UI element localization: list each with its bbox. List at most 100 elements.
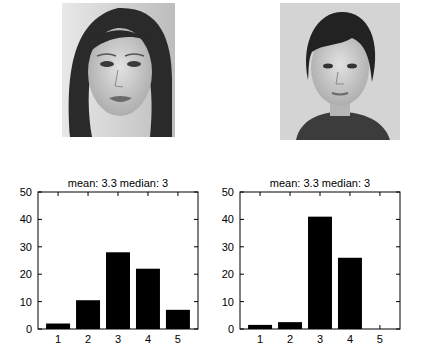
x-tick-label: 4	[145, 333, 151, 345]
y-tick	[38, 301, 42, 302]
x-tick-label: 1	[55, 333, 61, 345]
y-tick	[240, 219, 244, 220]
y-tick-label: 20	[222, 268, 234, 280]
hair	[69, 8, 172, 137]
y-tick-label: 0	[228, 323, 234, 335]
x-tick	[177, 325, 178, 329]
y-tick	[194, 301, 198, 302]
eye	[347, 64, 357, 69]
x-tick-label: 3	[115, 333, 121, 345]
x-tick	[379, 192, 380, 196]
x-tick	[58, 325, 59, 329]
y-tick	[396, 219, 400, 220]
y-tick	[240, 246, 244, 247]
y-tick	[38, 219, 42, 220]
bar	[308, 217, 332, 329]
y-tick-label: 30	[20, 241, 32, 253]
fringe	[92, 30, 152, 50]
x-tick-label: 5	[175, 333, 181, 345]
x-tick	[349, 192, 350, 196]
y-tick	[38, 274, 42, 275]
bars	[46, 252, 190, 329]
x-tick	[260, 325, 261, 329]
plot-frame	[38, 192, 198, 329]
mouth	[109, 96, 132, 102]
x-tick	[177, 192, 178, 196]
brow	[125, 54, 144, 56]
y-tick-label: 30	[222, 241, 234, 253]
x-tick	[290, 325, 291, 329]
x-tick	[147, 192, 148, 196]
x-tick	[147, 325, 148, 329]
y-tick	[194, 192, 198, 193]
x-tick-label: 2	[287, 333, 293, 345]
bar	[248, 325, 272, 329]
x-tick-label: 4	[347, 333, 353, 345]
x-tick	[118, 325, 119, 329]
bar	[278, 322, 302, 329]
y-tick	[396, 246, 400, 247]
x-tick	[58, 192, 59, 196]
chart-title: mean: 3.3 median: 3	[270, 177, 370, 189]
y-tick	[240, 274, 244, 275]
jacket	[296, 112, 390, 140]
eye	[100, 61, 114, 67]
y-tick	[396, 301, 400, 302]
y-tick	[38, 246, 42, 247]
bar	[76, 300, 100, 329]
y-tick	[240, 301, 244, 302]
x-tick	[320, 192, 321, 196]
x-tick-label: 3	[317, 333, 323, 345]
eye	[323, 64, 333, 69]
bar	[136, 269, 160, 329]
y-tick	[396, 329, 400, 330]
nose	[336, 72, 344, 84]
hair	[306, 12, 375, 82]
photo-background	[280, 3, 400, 140]
y-tick-label: 20	[20, 268, 32, 280]
brow	[97, 54, 116, 56]
face	[88, 28, 152, 116]
y-tick	[396, 192, 400, 193]
y-tick	[194, 329, 198, 330]
nose	[115, 70, 123, 87]
y-tick	[240, 192, 244, 193]
bar	[46, 324, 70, 329]
x-tick-label: 1	[257, 333, 263, 345]
eye	[127, 61, 141, 67]
y-tick	[38, 329, 42, 330]
face-photo-left	[62, 3, 175, 137]
x-tick	[379, 325, 380, 329]
bar	[338, 258, 362, 329]
chart: 0 10 20 30 40 50 1 2 3 4 5 mean: 3.3 median: 3	[20, 177, 198, 345]
y-tick-label: 40	[222, 213, 234, 225]
y-tick-label: 50	[20, 186, 32, 198]
x-tick	[260, 192, 261, 196]
bar	[166, 310, 190, 329]
y-tick-label: 10	[222, 296, 234, 308]
y-tick-label: 0	[26, 323, 32, 335]
y-tick-label: 40	[20, 213, 32, 225]
y-tick	[194, 246, 198, 247]
x-tick	[88, 325, 89, 329]
y-tick	[194, 219, 198, 220]
y-tick	[194, 274, 198, 275]
mouth	[332, 93, 348, 95]
photo-background	[62, 3, 175, 137]
x-tick	[290, 192, 291, 196]
x-tick	[88, 192, 89, 196]
bars	[248, 217, 362, 329]
face-photo-right	[280, 3, 400, 140]
x-tick-label: 2	[85, 333, 91, 345]
x-tick-label: 5	[377, 333, 383, 345]
x-tick	[118, 192, 119, 196]
y-tick	[240, 329, 244, 330]
y-tick-label: 10	[20, 296, 32, 308]
y-tick	[396, 274, 400, 275]
figure: 0102030405012345mean: 3.3 median: 301020…	[0, 0, 442, 349]
x-tick	[320, 325, 321, 329]
chart-title: mean: 3.3 median: 3	[68, 177, 168, 189]
plot-frame	[240, 192, 400, 329]
y-tick	[38, 192, 42, 193]
bar	[106, 252, 130, 329]
